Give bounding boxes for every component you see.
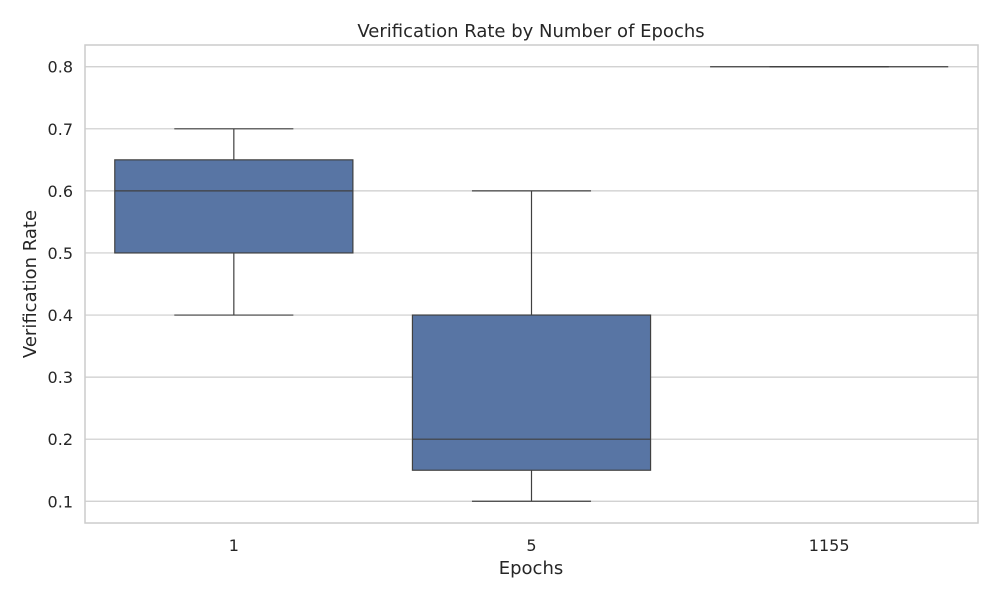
y-tick-label: 0.7 xyxy=(48,120,73,139)
x-axis-label: Epochs xyxy=(499,558,564,579)
x-tick-label: 1155 xyxy=(809,536,850,555)
plot-frame xyxy=(84,44,979,524)
iqr-box xyxy=(114,159,354,254)
y-tick-label: 0.1 xyxy=(48,492,73,511)
y-tick-labels: 0.1 0.2 0.3 0.4 0.5 0.6 0.7 0.8 xyxy=(48,58,73,512)
y-tick-label: 0.8 xyxy=(48,58,73,77)
y-axis-label: Verification Rate xyxy=(20,210,41,358)
y-tick-label: 0.4 xyxy=(48,306,73,325)
chart-title: Verification Rate by Number of Epochs xyxy=(357,21,704,42)
x-tick-label: 1 xyxy=(229,536,239,555)
box-1 xyxy=(114,128,354,316)
x-tick-label: 5 xyxy=(526,536,536,555)
y-tick-label: 0.2 xyxy=(48,430,73,449)
x-tick-labels: 1 5 1155 xyxy=(229,536,850,555)
box-5 xyxy=(411,190,652,502)
iqr-box xyxy=(411,314,652,471)
y-tick-label: 0.3 xyxy=(48,368,73,387)
y-tick-label: 0.6 xyxy=(48,182,73,201)
boxes xyxy=(114,66,949,502)
y-tick-label: 0.5 xyxy=(48,244,73,263)
